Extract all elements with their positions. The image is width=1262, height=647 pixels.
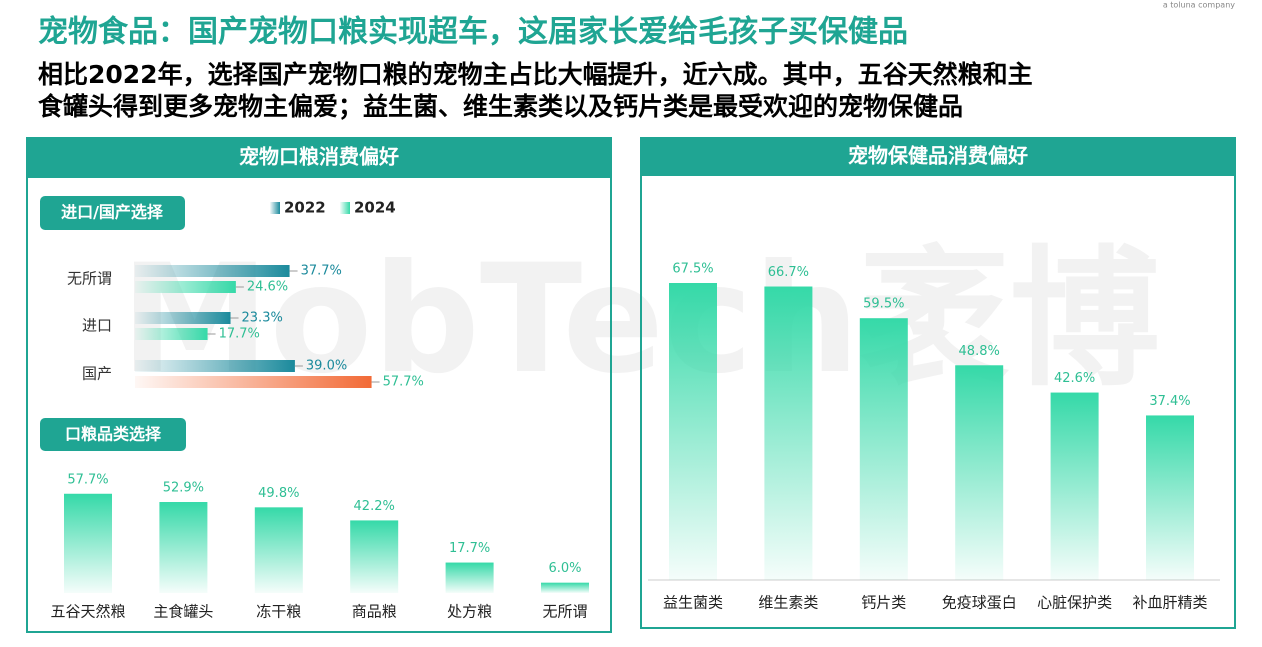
bar [859,318,908,580]
value-label: 48.8% [959,344,1000,359]
bar [350,520,399,593]
category-label: 主食罐头 [153,603,213,621]
value-label: 57.7% [67,472,108,487]
legend-swatch [340,202,350,214]
value-label: 57.7% [383,375,424,390]
panel-title: 宠物保健品消费偏好 [848,144,1028,168]
legend-label: 2022 [284,199,326,217]
value-label: 24.6% [247,280,288,295]
section-pill [40,418,186,451]
category-label: 钙片类 [861,594,906,612]
value-label: 17.7% [449,541,490,556]
value-label: 59.5% [863,297,904,312]
section-title: 口粮品类选择 [65,425,162,444]
panel-header [641,138,1235,176]
category-label: 补血肝精类 [1132,594,1207,612]
bar [541,582,589,593]
subtitle: 食罐头得到更多宠物主偏爱；益生菌、维生素类以及钙片类是最受欢迎的宠物保健品 [38,92,963,121]
section-pill [40,196,185,230]
category-label: 进口 [82,317,112,335]
category-label: 五谷天然粮 [50,603,125,621]
category-label: 益生菌类 [663,594,723,612]
bar [669,283,717,580]
title: 宠物食品：国产宠物口粮实现超车，这届家长爱给毛孩子买保健品 [38,15,908,50]
brand: a toluna company [1163,1,1235,10]
value-label: 17.7% [219,327,260,342]
category-label: 国产 [82,365,112,383]
bar [135,281,236,293]
bar [445,562,494,593]
bar [135,360,295,372]
category-label: 免疫球蛋白 [942,594,1017,612]
bar [955,365,1004,580]
bar [135,265,290,277]
bar [1050,392,1099,580]
section-title: 进口/国产选择 [61,203,164,222]
value-label: 42.2% [354,499,395,514]
category-label: 无所谓 [542,603,587,621]
legend-swatch [270,202,280,214]
bar [254,507,303,593]
bar [159,502,208,593]
value-label: 52.9% [163,481,204,496]
category-label: 商品粮 [352,603,397,621]
value-label: 6.0% [548,561,581,576]
subtitle: 相比2022年，选择国产宠物口粮的宠物主占比大幅提升，近六成。其中，五谷天然粮和… [38,60,1033,89]
category-label: 心脏保护类 [1037,594,1112,612]
value-label: 39.0% [306,359,347,374]
bar [1146,415,1194,580]
value-label: 37.4% [1149,394,1190,409]
bar [135,328,208,340]
value-label: 66.7% [768,265,809,280]
category-label: 处方粮 [447,603,492,621]
value-label: 23.3% [242,311,283,326]
legend-label: 2024 [354,199,396,217]
value-label: 67.5% [672,262,713,277]
category-label: 无所谓 [67,270,112,288]
category-label: 维生素类 [758,594,818,612]
panel-title: 宠物口粮消费偏好 [239,145,399,169]
bar [135,376,372,388]
bar [764,286,813,580]
value-label: 42.6% [1054,371,1095,386]
panel-header [27,138,611,178]
value-label: 37.7% [301,264,342,279]
bar [135,312,231,324]
category-label: 冻干粮 [256,603,301,621]
bar [64,493,112,593]
value-label: 49.8% [258,486,299,501]
